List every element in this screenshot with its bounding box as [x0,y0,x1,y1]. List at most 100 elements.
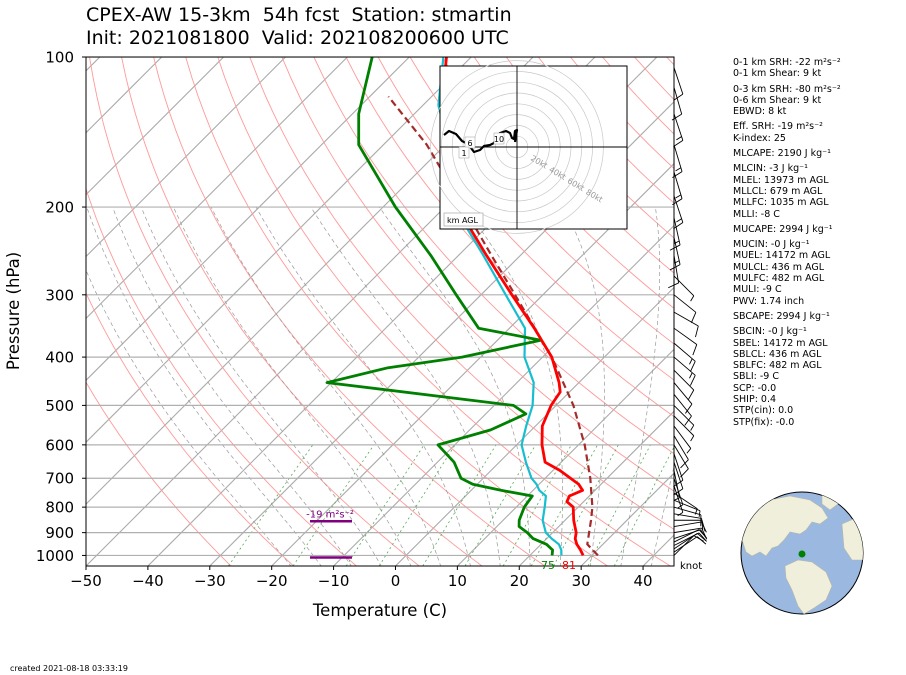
barb-half-flag [690,295,695,302]
barb-flag [698,532,707,542]
x-tick-label: 20 [510,572,529,590]
dry-adiabat [473,57,674,274]
barb-flag [685,403,693,414]
isotherm [457,348,674,566]
moist-adiabat [650,465,674,566]
isotherm [580,472,674,566]
wind-barb [673,195,684,230]
dry-adiabat [121,57,483,566]
wind-barb [673,382,693,414]
parameter-item: STP(fix): -0.0 [733,416,795,428]
parameter-item: MULCL: 436 m AGL [733,261,825,273]
barb-staff [673,521,702,527]
barb-staff [673,527,702,534]
y-tick-label: 200 [45,199,74,217]
barb-staff [673,327,698,345]
y-tick-label: 300 [45,286,74,304]
dewpoint-profile [325,57,554,556]
isotherm [86,57,286,258]
dry-adiabat [345,57,674,418]
station-marker [798,550,806,558]
barb-staff [673,499,701,512]
isotherm [86,57,348,320]
wind-barb [673,415,695,442]
temperature-profile [440,57,585,557]
wind-barb [673,67,684,101]
dry-adiabat [409,57,674,345]
moist-adiabat [563,206,605,566]
isotherm [86,57,472,443]
parameter-item: 0-3 km SRH: -80 m²s⁻² [733,83,841,95]
y-tick-label: 100 [45,49,74,67]
dry-adiabat [377,57,674,381]
barb-staff [673,444,689,470]
barb-staff [673,87,683,115]
barb-half-flag [677,504,684,509]
hodograph-height-box [458,146,470,159]
barb-flag [672,171,683,179]
barb-flag [668,282,679,289]
barb-staff [673,435,689,460]
barb-flag [687,389,695,401]
wind-barb [673,462,684,496]
wind-barb [673,369,695,401]
hodograph-height-label: 1 [461,149,466,158]
parameter-item: STP(cin): 0.0 [733,405,794,417]
barb-staff [673,394,692,417]
barb-flag [684,415,692,426]
dry-adiabat [86,381,232,566]
parameter-item: SBCAPE: 2994 J kg⁻¹ [733,310,830,322]
wind-barb [673,506,702,527]
parameter-item: 0-6 km Shear: 9 kt [733,94,822,106]
barb-staff [673,171,683,199]
barb-staff [673,529,701,539]
parameter-item: SHIP: 0.4 [733,394,777,406]
x-tick-label: 30 [572,572,591,590]
barb-flag [669,244,681,251]
y-tick-label: 700 [45,470,74,488]
barb-half-flag [690,435,695,442]
pressure-gridlines [86,57,674,557]
moist-adiabat [86,269,292,566]
moist-adiabat [210,206,442,566]
parameter-item: SBLCL: 436 m AGL [733,348,822,360]
wind-barbs [668,57,708,560]
hodograph-height-label: 6 [467,139,472,148]
barb-flag [671,113,682,121]
barb-staff [673,415,695,437]
barb-half-flag [689,372,693,379]
dry-adiabat [441,57,674,309]
wind-barb [668,255,680,289]
barb-flag [669,264,681,271]
wind-barb [674,519,706,532]
isotherm [86,57,410,382]
barb-staff [673,311,699,327]
wind-barb [673,405,695,431]
barb-flag [692,344,698,356]
moist-adiabat [310,206,501,566]
barb-staff [673,342,696,362]
barb-flag [697,536,707,545]
wind-barb [673,435,689,469]
moist-adiabat [140,206,382,566]
barb-half-flag [677,512,684,517]
parameter-item: 0-1 km SRH: -22 m²s⁻² [733,57,841,68]
parameter-item: SBCIN: -0 J kg⁻¹ [733,326,807,338]
barb-flag [673,222,684,230]
x-tick-label: 0 [391,572,401,590]
barb-flag [673,139,684,148]
moist-adiabat [620,206,661,566]
surface-temperature-label: 81 [562,559,576,572]
wind-barb [673,536,707,553]
barb-staff [673,255,680,284]
moist-adiabat [255,206,471,566]
footer-timestamp: created 2021-08-18 03:33:19 [10,664,128,673]
wind-barb [673,492,698,515]
wind-barb [673,444,689,478]
dry-adiabat [153,57,545,566]
parameter-item: MUEL: 14172 m AGL [733,250,831,262]
y-tick-label: 500 [45,397,74,415]
mixing-ratio-line [530,444,598,566]
wind-barb [673,311,699,338]
